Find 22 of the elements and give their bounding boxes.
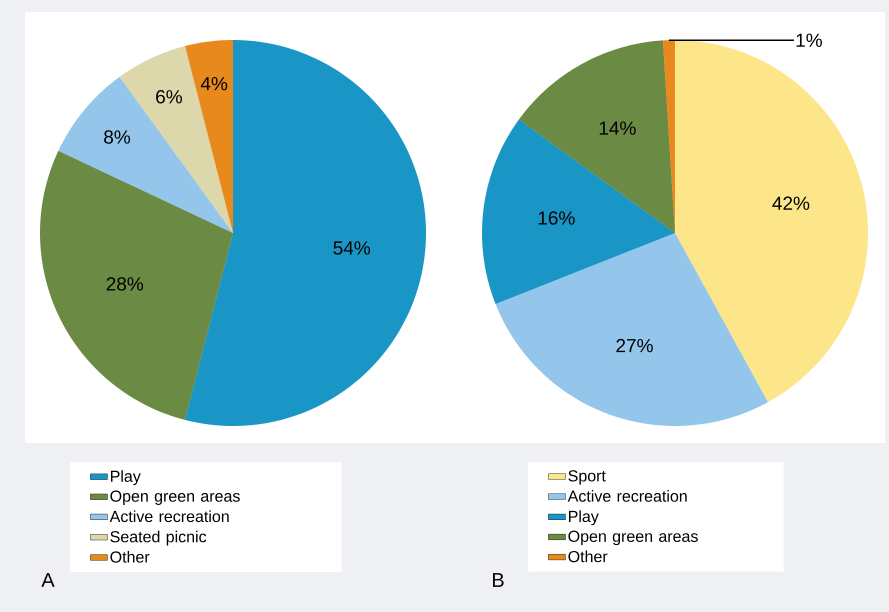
legend-label: Other <box>110 550 150 563</box>
legend-label: Active recreation <box>110 510 229 522</box>
text: B <box>492 573 504 587</box>
legend-label: Other <box>568 550 608 562</box>
data-label: 4% <box>200 76 228 90</box>
data-label: 16% <box>538 211 575 225</box>
legend-label: Seated picnic <box>110 530 206 546</box>
legend-label: Sport <box>568 470 606 485</box>
data-label: 8% <box>104 130 130 144</box>
legend-label: Open green areas <box>110 490 240 505</box>
data-label: 1% <box>796 34 822 47</box>
text: A <box>41 573 55 587</box>
legend-label: Play <box>110 470 141 486</box>
data-label: 27% <box>616 338 653 352</box>
data-label: 14% <box>600 121 636 135</box>
data-label: 54% <box>333 241 370 255</box>
data-label: 6% <box>156 90 182 104</box>
legend-label: Open green areas <box>568 530 698 546</box>
data-label: 28% <box>106 277 144 291</box>
legend-label: Active recreation <box>568 490 687 502</box>
data-label: 42% <box>772 196 810 210</box>
legend-label: Play <box>569 510 599 526</box>
